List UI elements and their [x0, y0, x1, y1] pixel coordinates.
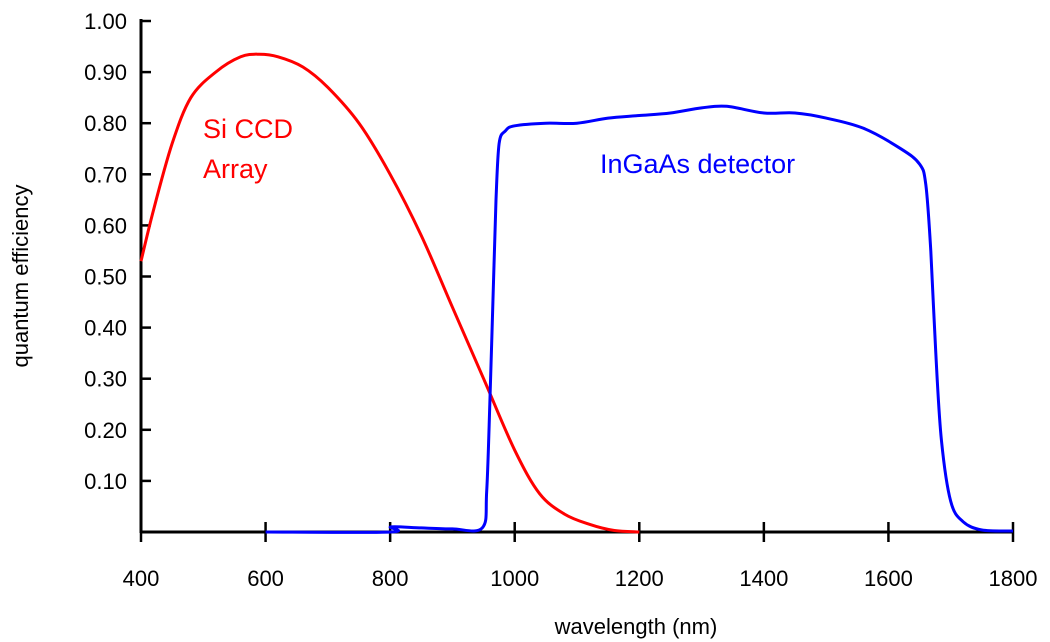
x-tick-label: 800 [372, 566, 409, 591]
x-tick-label: 1800 [989, 566, 1038, 591]
x-tick-label: 600 [247, 566, 284, 591]
si-ccd-series-line [139, 52, 640, 534]
y-tick-label: 0.40 [84, 316, 127, 341]
x-tick-label: 1400 [739, 566, 788, 591]
labels-group: Si CCD Array InGaAs detector [203, 114, 795, 184]
y-tick-label: 1.00 [84, 9, 127, 34]
y-tick-label: 0.30 [84, 367, 127, 392]
ingaas-label: InGaAs detector [600, 149, 795, 179]
y-tick-label: 0.10 [84, 469, 127, 494]
y-tick-label: 0.50 [84, 265, 127, 290]
axes: 0.10 0.20 0.30 0.40 0.50 0.60 0.70 0.80 0.90 1.00… [84, 9, 1037, 591]
si-ccd-label: Array [203, 154, 268, 184]
y-tick-label: 0.90 [84, 60, 127, 85]
x-tick-label: 1000 [490, 566, 539, 591]
x-tick-label: 400 [123, 566, 160, 591]
ingaas-series-line [265, 104, 1014, 534]
si-ccd-label: Si CCD [203, 114, 293, 144]
y-axis-title: quantum efficiency [8, 184, 33, 367]
y-tick-label: 0.70 [84, 162, 127, 187]
y-tick-label: 0.60 [84, 213, 127, 238]
y-tick-label: 0.20 [84, 418, 127, 443]
y-tick-label: 0.80 [84, 111, 127, 136]
series-group [139, 52, 1014, 534]
x-tick-label: 1200 [615, 566, 664, 591]
x-tick-label: 1600 [864, 566, 913, 591]
x-axis-title: wavelength (nm) [554, 614, 718, 639]
